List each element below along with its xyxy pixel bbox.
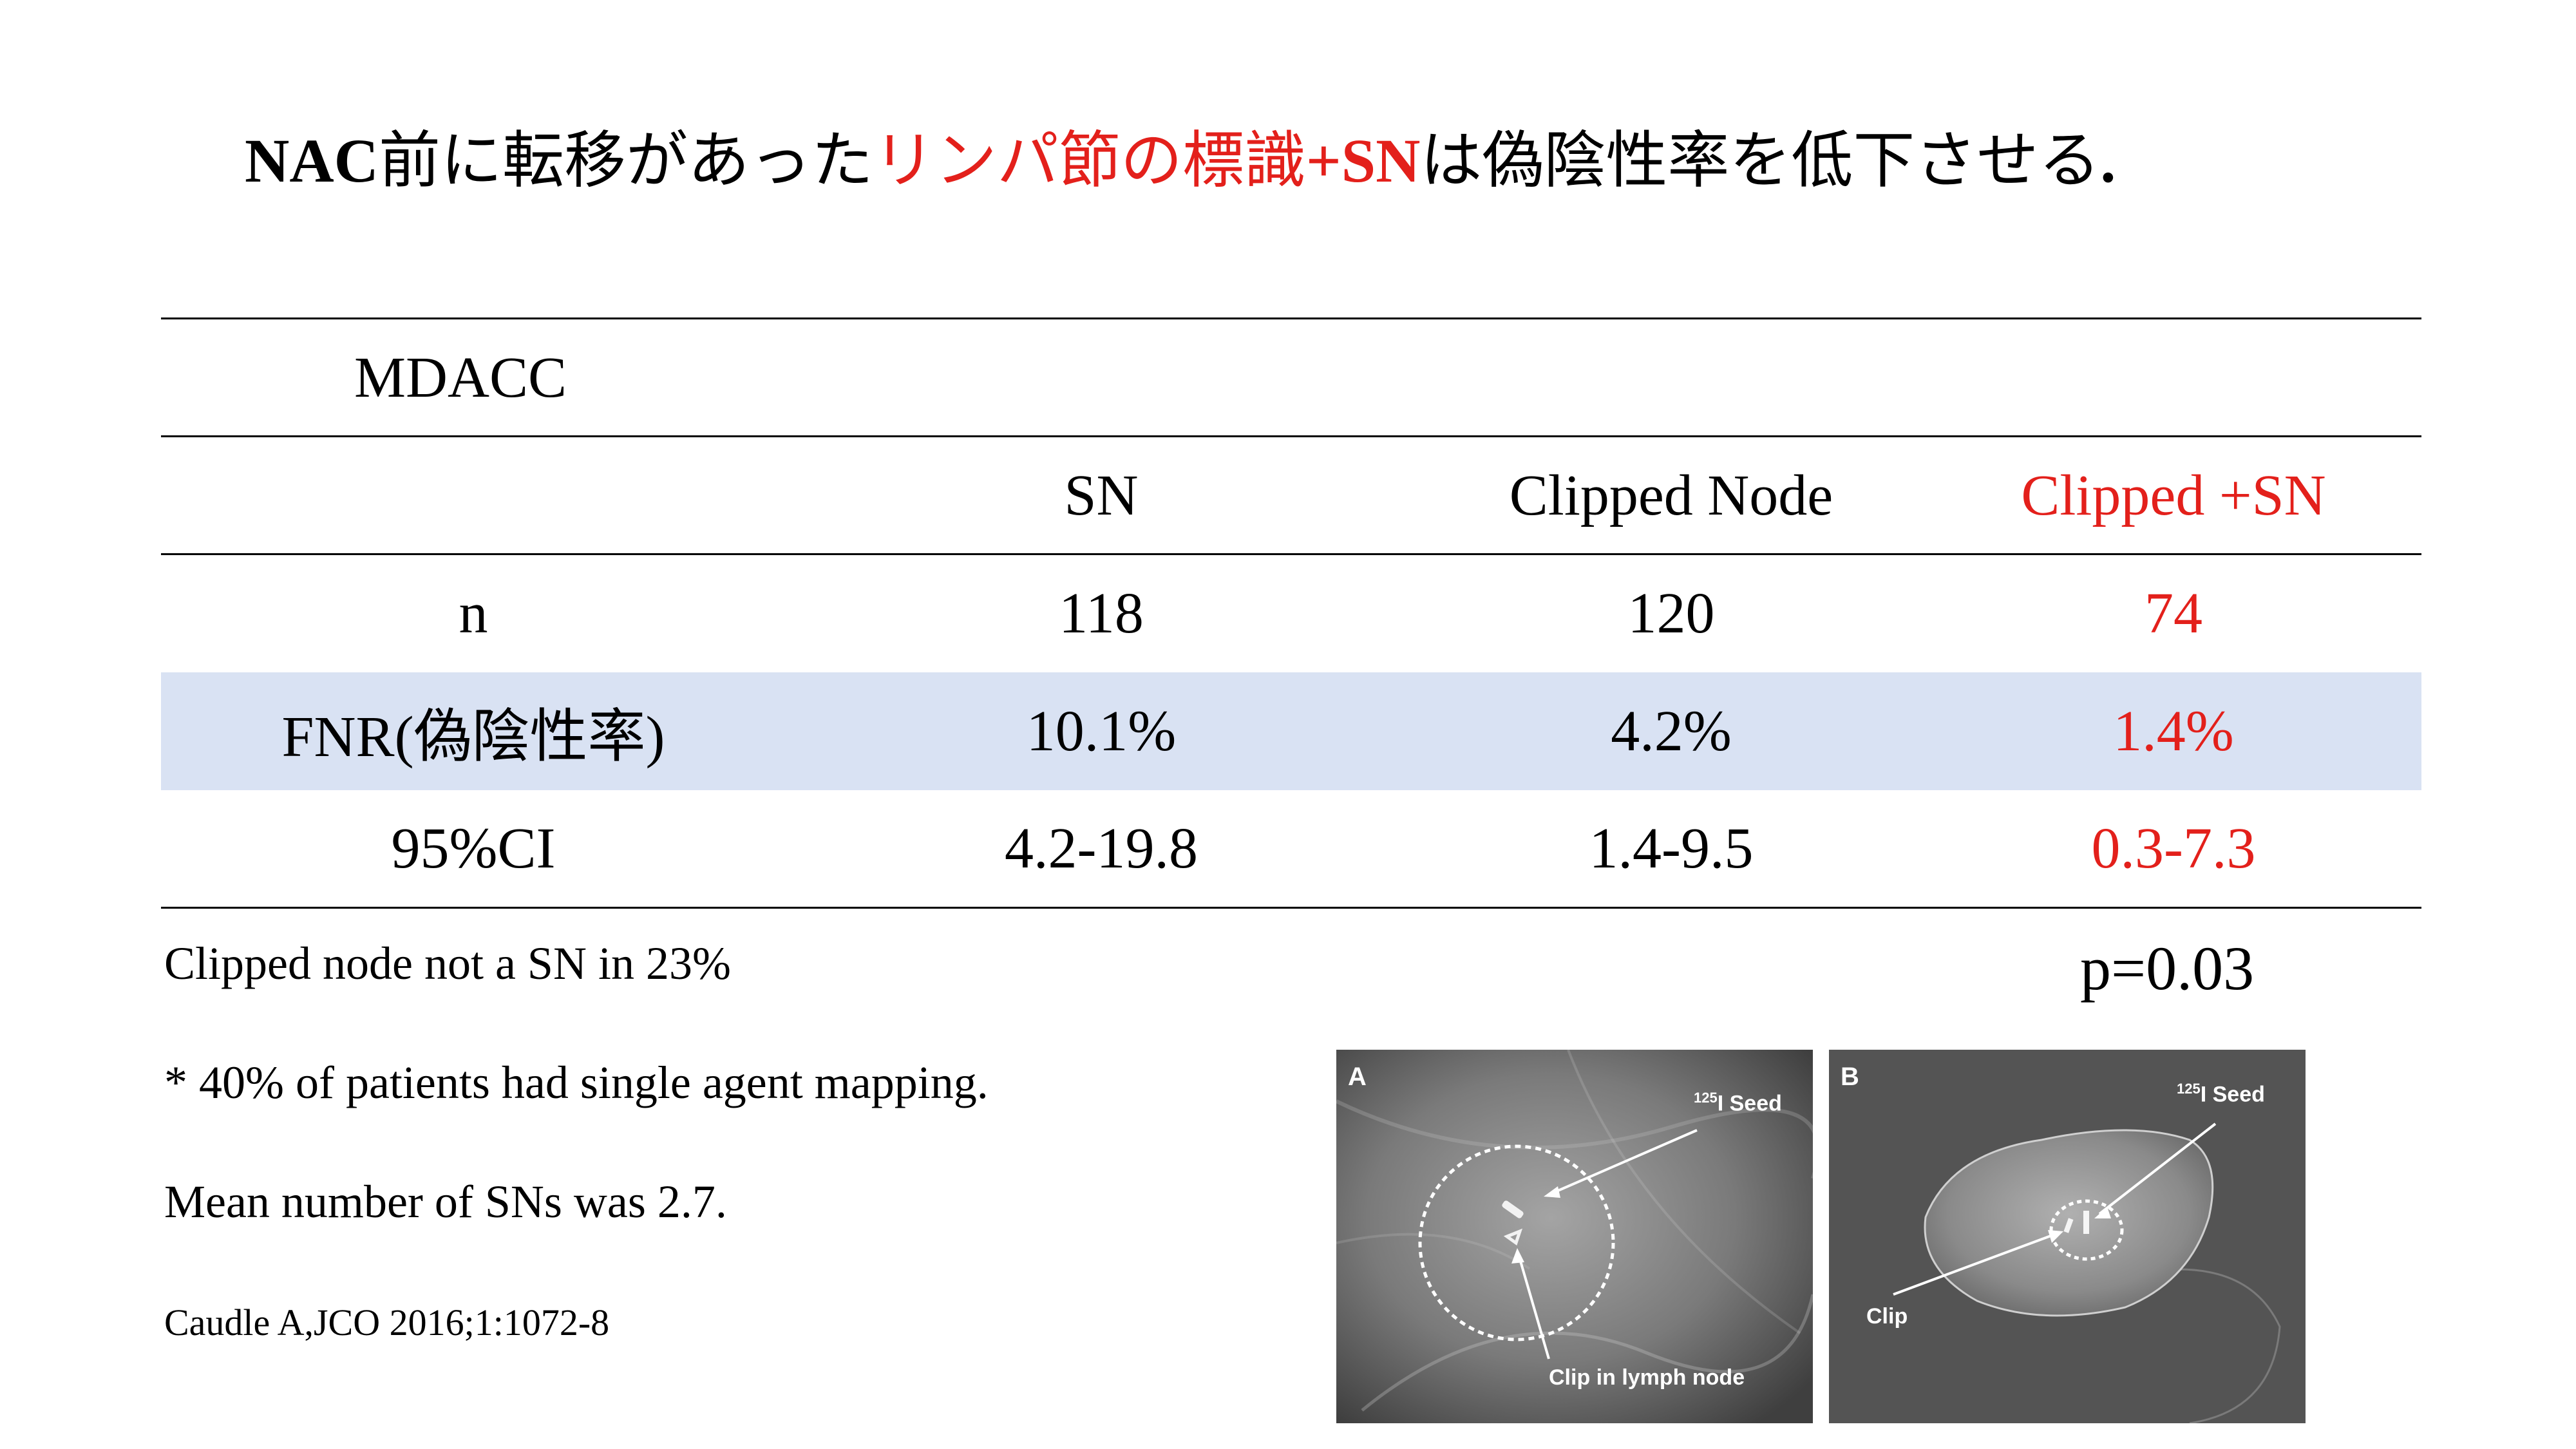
note-clipped-node: Clipped node not a SN in 23% [164,938,731,989]
row-label: 95%CI [391,816,556,880]
table-row-n: n 118 120 74 [161,554,2421,672]
cell-value: 74 [2145,582,2202,646]
table-row-fnr: FNR(偽陰性率) 10.1% 4.2% 1.4% [161,672,2421,790]
panel-a-letter: A [1348,1063,1367,1091]
results-table: MDACC SN Clipped Node Clipped +SN n 118 … [161,317,2421,909]
specimen-drawing [1829,1050,2306,1423]
mammogram-drawing [1336,1050,1813,1423]
cell-value: 4.2-19.8 [1005,816,1198,880]
table-section-row: MDACC [161,318,2421,437]
title-nac: NAC [245,126,379,195]
cell-value: 118 [1059,582,1144,646]
panel-b-seed-label: 125I Seed [2177,1081,2265,1107]
column-header-clipped-node: Clipped Node [1509,463,1833,527]
note-mean-sns: Mean number of SNs was 2.7. [164,1176,727,1227]
title-plus-sn: +SN [1305,126,1421,195]
table-row-ci: 95%CI 4.2-19.8 1.4-9.5 0.3-7.3 [161,790,2421,908]
cell-value: 120 [1627,582,1715,646]
title-period: . [2100,126,2116,195]
mammogram-image-panel-a: A 125I Seed Clip in lymph node [1336,1050,1813,1423]
panel-a-seed-label: 125I Seed [1694,1090,1782,1116]
note-single-agent: * 40% of patients had single agent mappi… [164,1057,989,1108]
cell-value: 10.1% [786,672,1417,790]
column-header-sn: SN [1064,463,1139,527]
row-label: n [459,582,488,646]
cell-value: 1.4% [1926,672,2421,790]
row-label: FNR(偽陰性率) [161,672,786,790]
p-value: p=0.03 [2080,934,2255,1003]
title-lymph-node-marking: リンパ節の標識 [873,126,1306,195]
specimen-image-panel-b: B 125I Seed Clip [1829,1050,2306,1423]
cell-value: 0.3-7.3 [2091,816,2256,880]
panel-b-letter: B [1841,1063,1859,1091]
title-reduces-fnr: は偽陰性率を低下させる [1420,126,2101,195]
section-label: MDACC [354,345,567,410]
column-header-clipped-sn: Clipped +SN [2021,463,2326,527]
panel-a-clip-label: Clip in lymph node [1549,1365,1745,1390]
citation: Caudle A,JCO 2016;1:1072-8 [164,1302,610,1343]
cell-value: 1.4-9.5 [1589,816,1754,880]
slide-title: NAC前に転移があったリンパ節の標識+SNは偽陰性率を低下させる. [245,122,2116,200]
panel-b-clip-label: Clip [1866,1304,1908,1329]
table-header-row: SN Clipped Node Clipped +SN [161,437,2421,554]
title-before-metastasis: 前に転移があった [378,126,873,195]
cell-value: 4.2% [1417,672,1926,790]
